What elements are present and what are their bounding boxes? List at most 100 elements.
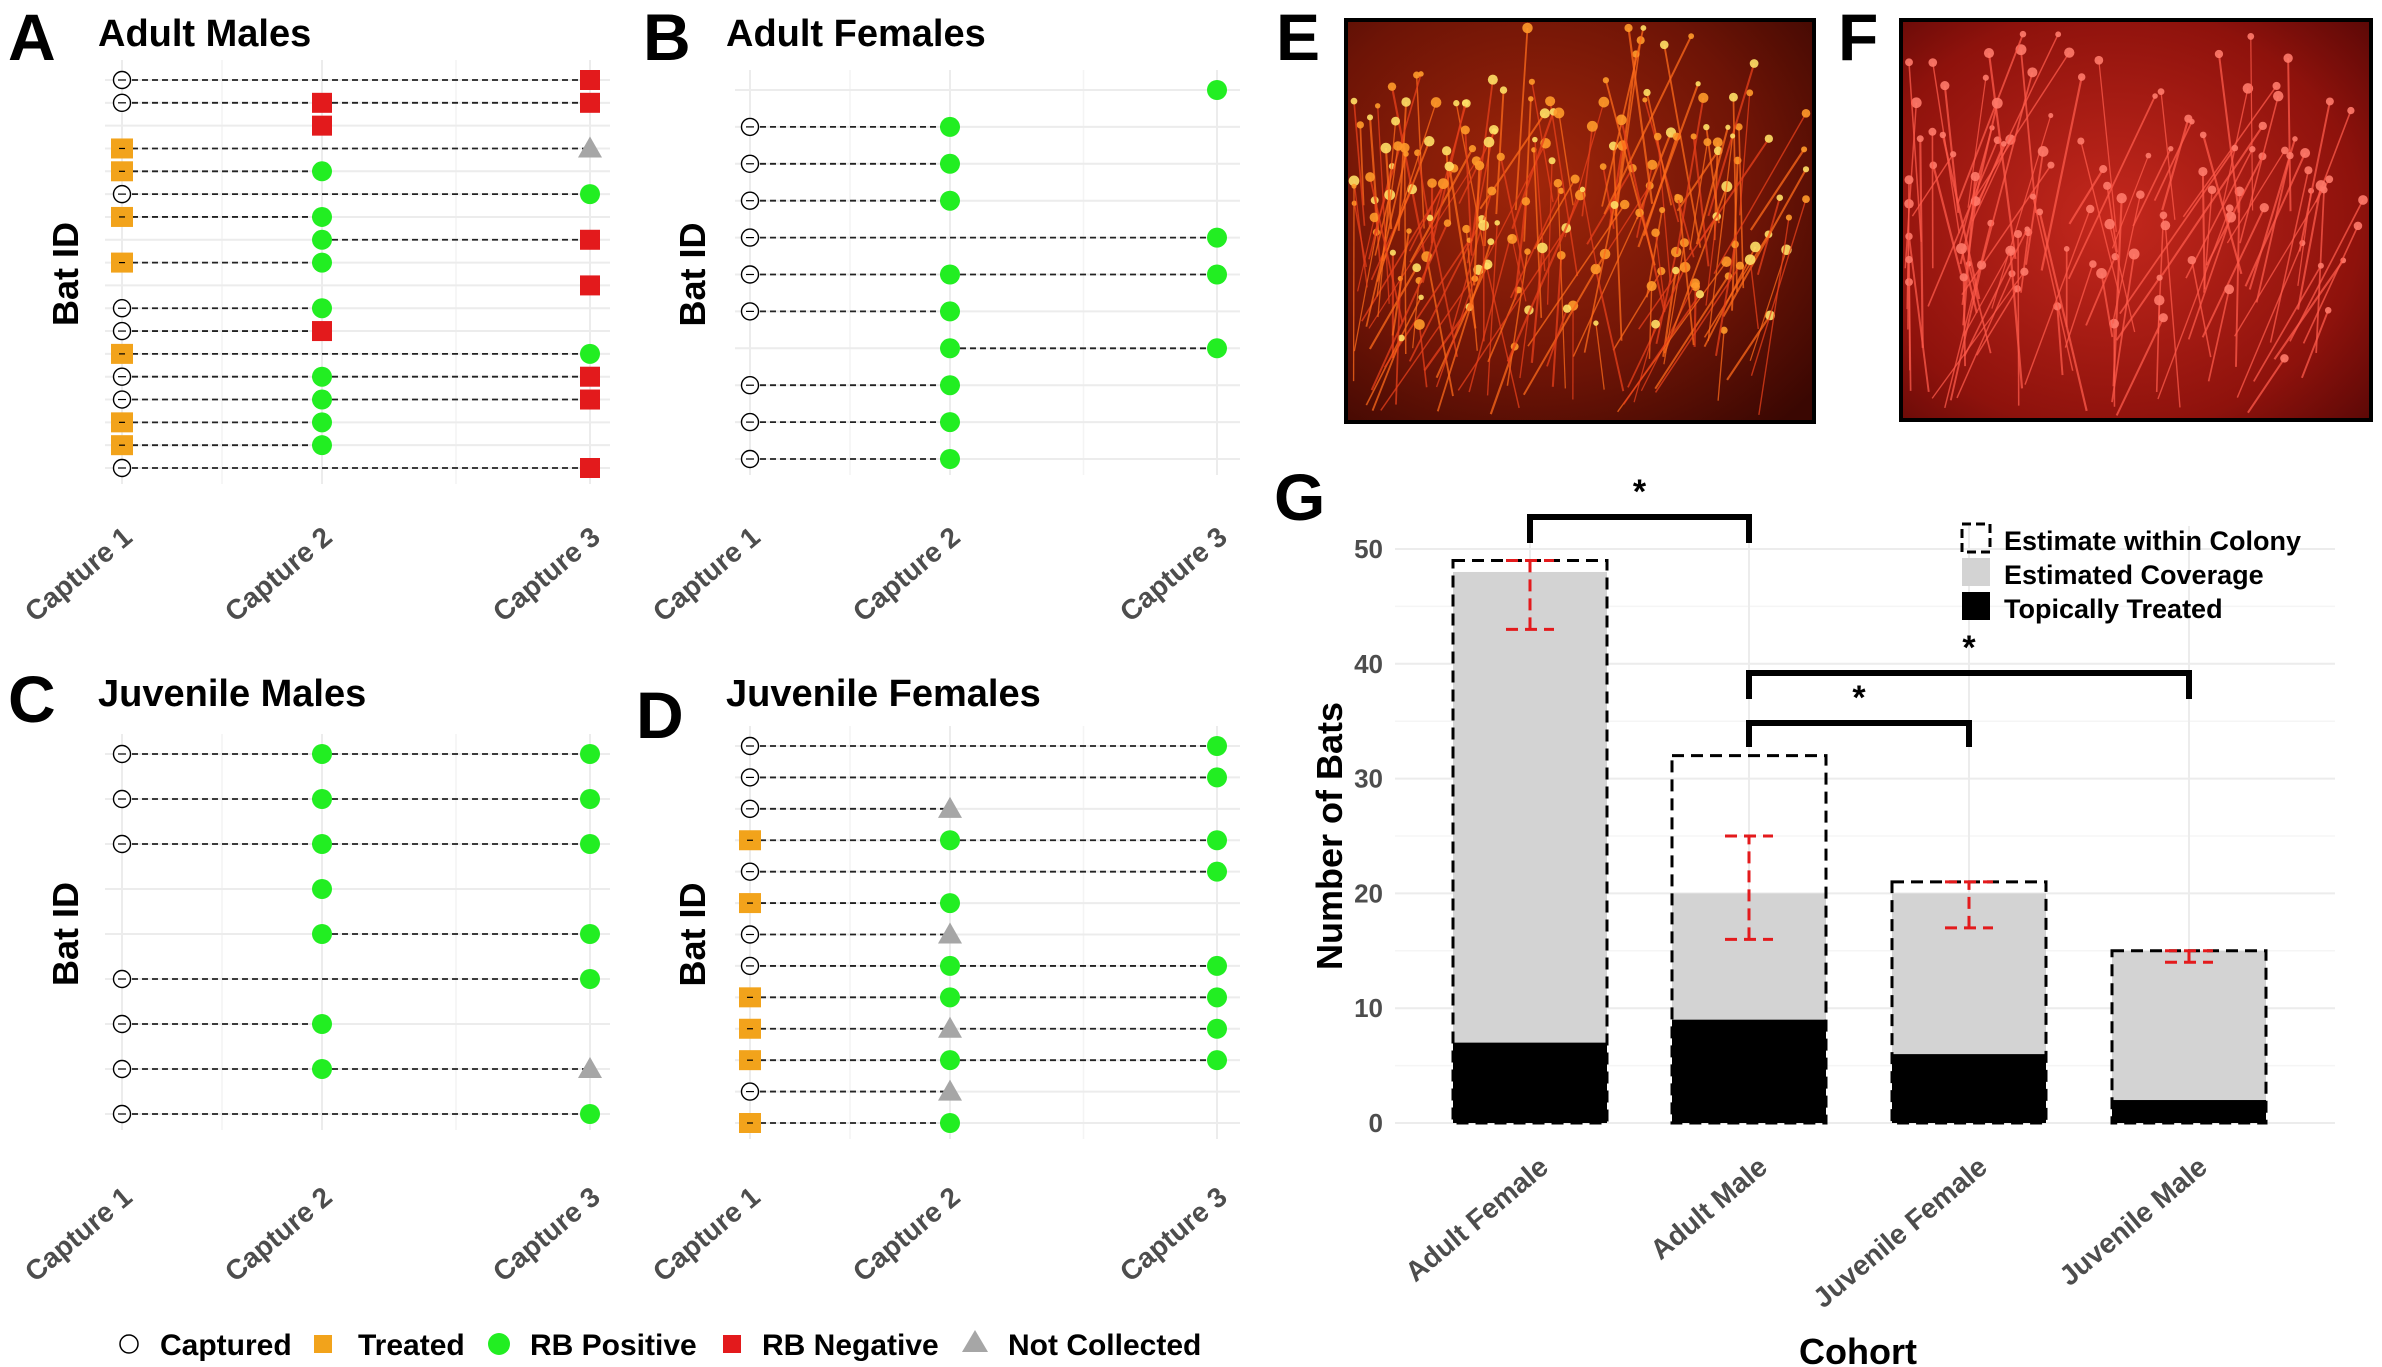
hair-tip	[2156, 274, 2163, 281]
marker-rb-positive	[1207, 767, 1227, 788]
hair-tip	[2353, 221, 2363, 231]
hair-fiber	[1677, 198, 1695, 346]
legend-captured-label: Captured	[160, 1329, 292, 1362]
hair-fiber	[1635, 132, 1672, 220]
x-tick-label: Juvenile Male	[2053, 1151, 2212, 1292]
hair-fiber	[1654, 265, 1741, 393]
hair-fiber	[1749, 259, 1759, 330]
marker-rb-positive	[1207, 955, 1227, 976]
hair-fiber	[1722, 168, 1807, 317]
hair-fiber	[1961, 164, 2052, 296]
legend-rb-negative-label: RB Negative	[762, 1329, 939, 1362]
marker-rb-positive	[940, 412, 960, 433]
hair-fiber	[1622, 293, 1701, 405]
marker-rb-positive	[940, 301, 960, 322]
bar-topically-treated	[1892, 1054, 2046, 1123]
marker-rb-negative	[312, 321, 332, 342]
hair-tip	[2152, 93, 2158, 99]
hair-fiber	[1418, 324, 1428, 388]
hair-fiber	[1495, 90, 1505, 215]
hair-fiber	[1960, 248, 1978, 314]
hair-tip	[2224, 284, 2235, 295]
significance-bracket	[1527, 514, 1752, 543]
hair-fiber	[1583, 204, 1616, 353]
y-axis-label: Bat ID	[672, 222, 713, 326]
hair-tip	[2280, 354, 2289, 363]
legend-treated-label: Topically Treated	[2004, 594, 2223, 624]
hair-fiber	[1594, 268, 1625, 392]
marker-rb-positive	[1207, 736, 1227, 756]
hair-fiber	[1911, 153, 1954, 217]
hair-fiber	[2255, 155, 2291, 303]
marker-rb-positive	[940, 893, 960, 914]
hair-fiber	[1353, 101, 1366, 226]
hair-tip	[2024, 226, 2030, 232]
capture-legend: Captured Treated RB Positive RB Negative…	[119, 1329, 1201, 1362]
panel-letter-c: C	[8, 662, 56, 736]
hair-fiber	[2239, 95, 2279, 244]
hair-tip	[2317, 262, 2324, 269]
hair-tip	[1928, 127, 1937, 136]
legend-treated-marker	[1962, 592, 1990, 620]
marker-not-collected	[938, 1079, 962, 1101]
hair-tip	[2036, 208, 2044, 216]
hair-fiber	[2207, 289, 2230, 382]
marker-rb-positive	[940, 449, 960, 469]
hair-fiber	[1967, 77, 1987, 208]
marker-rb-positive	[1207, 830, 1227, 851]
marker-not-collected	[938, 796, 962, 818]
hair-tip	[2027, 67, 2038, 78]
legend-coverage-marker	[1962, 558, 1990, 586]
hair-tip	[1801, 109, 1811, 118]
hair-tip	[2094, 55, 2104, 65]
hair-fiber	[2153, 121, 2193, 201]
hair-fiber	[1468, 237, 1512, 393]
hair-tip	[2225, 204, 2234, 213]
hair-fiber	[1919, 138, 1924, 348]
hair-tip	[2157, 88, 2165, 95]
hair-fiber	[1693, 286, 1697, 347]
hair-fiber	[2098, 60, 2117, 233]
hair-tip	[2358, 195, 2368, 205]
hair-fiber	[2301, 309, 2330, 379]
hair-fiber	[1464, 129, 1473, 256]
hair-fiber	[1546, 160, 1553, 305]
hair-tip	[1643, 88, 1651, 97]
hair-fiber	[2273, 259, 2345, 360]
significance-bracket	[1746, 670, 2192, 699]
hair-tip	[1351, 183, 1357, 189]
marker-rb-positive	[580, 834, 600, 854]
hair-tip	[2300, 148, 2311, 158]
hair-tip	[1646, 280, 1657, 292]
hair-fiber	[2217, 53, 2240, 213]
significance-star: *	[1962, 629, 1976, 667]
hair-tip	[1494, 220, 1500, 226]
hair-fiber	[2203, 189, 2213, 293]
hair-tip	[1939, 131, 1947, 139]
hair-fiber	[1949, 264, 1983, 401]
hair-fiber	[1676, 196, 1695, 258]
hair-fiber	[2157, 207, 2231, 400]
y-tick-label: 30	[1354, 764, 1383, 794]
hair-fiber	[1978, 143, 2005, 202]
hair-tip	[2286, 151, 2294, 160]
hair-tip	[1642, 97, 1648, 103]
hair-tip	[1586, 120, 1598, 132]
hair-fiber	[1689, 142, 1709, 250]
hair-fiber	[2247, 357, 2286, 414]
panel-juvenile-males: Juvenile Males Bat ID Capture 1 Capture 2 Ca…	[19, 673, 610, 1288]
legend-rb-positive-label: RB Positive	[530, 1329, 697, 1362]
x-tick-label: Juvenile Female	[1807, 1151, 1993, 1314]
x-tick-label: Capture 3	[1114, 521, 1233, 628]
hair-tip	[1522, 22, 1533, 34]
hair-fiber	[1429, 217, 1458, 357]
hair-tip	[1982, 74, 1989, 81]
hair-fiber	[1904, 102, 1918, 269]
hair-tip	[1640, 25, 1647, 31]
hair-tip	[1403, 151, 1409, 157]
hair-fiber	[1963, 228, 2028, 357]
hair-tip	[1545, 96, 1556, 107]
hair-tip	[1802, 195, 1810, 204]
x-tick-label: Capture 2	[847, 1181, 966, 1288]
